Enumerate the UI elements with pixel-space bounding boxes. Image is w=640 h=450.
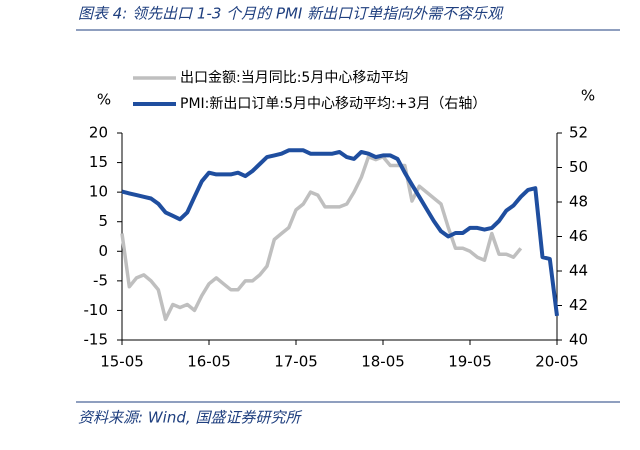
x-tick-label: 18-05: [361, 353, 405, 371]
x-tick-label: 15-05: [100, 353, 144, 371]
series-line: [120, 154, 523, 322]
y2-tick-label: 52: [569, 124, 588, 142]
y2-unit: %: [581, 87, 595, 105]
legend-label: PMI:新出口订单:5月中心移动平均:+3月（右轴）: [180, 96, 486, 112]
x-tick-label: 20-05: [535, 353, 579, 371]
y-tick-label: 5: [98, 212, 108, 230]
y2-tick-label: 48: [569, 193, 588, 211]
y-tick-label: 10: [89, 183, 108, 201]
x-tick-label: 17-05: [274, 353, 318, 371]
x-tick-label: 19-05: [448, 353, 492, 371]
x-tick-label: 16-05: [187, 353, 231, 371]
source: 资料来源: Wind, 国盛证券研究所: [78, 409, 302, 427]
series-line: [121, 148, 559, 317]
y-tick-label: 20: [89, 124, 108, 142]
y-tick-label: -10: [84, 301, 109, 319]
legend-label: 出口金额:当月同比:5月中心移动平均: [180, 70, 408, 86]
y-tick-label: 0: [98, 242, 108, 260]
y-tick-label: 15: [89, 153, 108, 171]
y2-tick-label: 50: [569, 158, 588, 176]
y2-tick-label: 42: [569, 296, 588, 314]
y-unit: %: [97, 91, 111, 109]
y-tick-label: -15: [84, 331, 109, 349]
y2-tick-label: 46: [569, 227, 588, 245]
y2-tick-label: 44: [569, 262, 588, 280]
y-tick-label: -5: [93, 271, 108, 289]
page-title: 图表 4: 领先出口 1-3 个月的 PMI 新出口订单指向外需不容乐观: [78, 5, 504, 23]
y2-tick-label: 40: [569, 331, 588, 349]
